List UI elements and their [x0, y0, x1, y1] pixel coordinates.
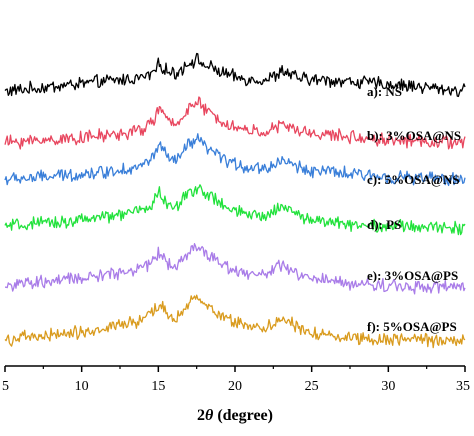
trace-6 [4, 294, 466, 349]
legend-group: a): NS b): 3%OSA@NS c): 5%OSA@NS d): PS e): … [367, 84, 461, 334]
trace-5 [5, 243, 466, 295]
x-axis-title-prefix: 2 [197, 407, 205, 424]
legend-label-2: b): 3%OSA@NS [367, 128, 461, 143]
legend-label-4: d): PS [367, 217, 401, 232]
x-tick-label-10: 10 [75, 379, 89, 394]
trace-2 [4, 96, 466, 150]
traces-group [4, 52, 466, 349]
legend-label-5: e): 3%OSA@PS [367, 268, 458, 283]
trace-3 [4, 133, 466, 187]
x-tick-label-15: 15 [151, 379, 165, 394]
trace-4 [4, 184, 466, 236]
x-tick-label-25: 25 [305, 379, 319, 394]
x-axis-title-suffix: (degree) [213, 407, 273, 424]
x-tick-label-20: 20 [228, 379, 242, 394]
x-tick-label-30: 30 [381, 379, 395, 394]
x-ticks-group: 5 10 15 20 25 30 35 [2, 366, 470, 394]
x-tick-label-5: 5 [2, 379, 9, 394]
legend-label-3: c): 5%OSA@NS [367, 172, 460, 187]
x-axis-title-symbol: θ [205, 407, 214, 424]
x-tick-label-35: 35 [456, 379, 470, 394]
legend-label-1: a): NS [367, 84, 402, 99]
x-axis-title: 2θ (degree) [197, 407, 273, 424]
legend-label-6: f): 5%OSA@PS [367, 319, 457, 334]
trace-1 [4, 52, 466, 98]
